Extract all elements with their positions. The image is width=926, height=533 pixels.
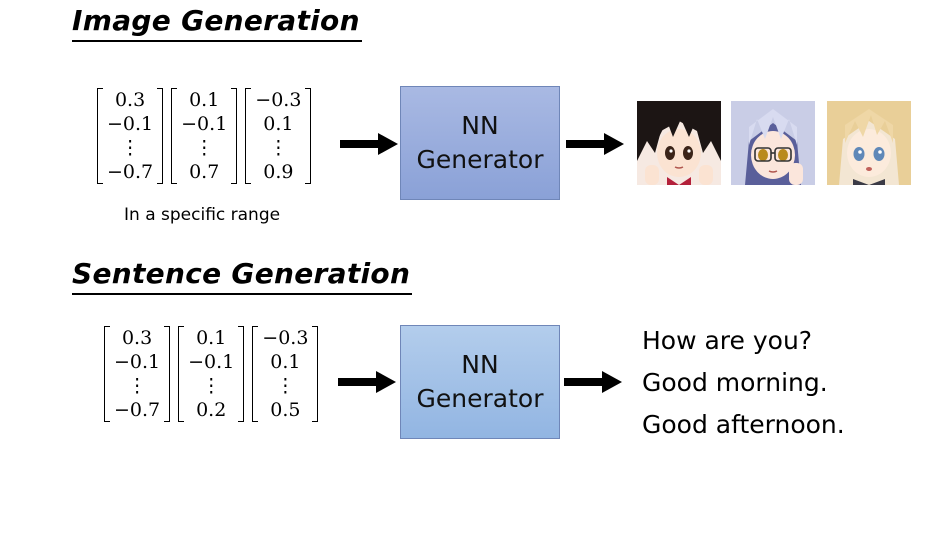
input-vector: 0.1 −0.1 ⋮ 0.2 <box>178 326 245 422</box>
arrow-right-icon <box>566 133 624 155</box>
vector-value: −0.1 <box>107 113 154 135</box>
vector-value: −0.7 <box>107 161 154 183</box>
vector-ellipsis: ⋮ <box>275 375 295 397</box>
vector-value: −0.3 <box>262 327 309 349</box>
generator-label-line2: Generator <box>416 145 544 174</box>
vector-value: 0.1 <box>196 327 227 349</box>
sentence-generation-title: Sentence Generation <box>72 257 413 295</box>
image-generation-title: Image Generation <box>72 4 362 42</box>
arrow-right-icon <box>564 371 622 393</box>
vector-value: 0.1 <box>270 351 301 373</box>
vector-value: 0.3 <box>121 327 153 349</box>
sentence-nn-generator-box: NN Generator <box>400 325 560 439</box>
title-underline <box>72 40 362 42</box>
vector-value: −0.1 <box>114 351 161 373</box>
vector-ellipsis: ⋮ <box>201 375 221 397</box>
anime-face-silver-hair-glasses-icon <box>731 101 815 185</box>
vector-value: 0.9 <box>263 161 294 183</box>
vector-value: −0.7 <box>114 399 161 421</box>
generator-label-line1: NN <box>461 350 499 379</box>
input-vector: 0.1 −0.1 ⋮ 0.7 <box>171 88 238 184</box>
vector-value: 0.1 <box>263 113 294 135</box>
vector-value: 0.7 <box>189 161 220 183</box>
generated-sentence: Good morning. <box>642 368 828 397</box>
input-vector: −0.3 0.1 ⋮ 0.5 <box>252 326 319 422</box>
range-label: In a specific range <box>124 205 281 225</box>
input-vector: −0.3 0.1 ⋮ 0.9 <box>245 88 312 184</box>
anime-face-black-hair-icon <box>637 101 721 185</box>
vector-ellipsis: ⋮ <box>268 137 288 159</box>
image-nn-generator-box: NN Generator <box>400 86 560 200</box>
input-vector: 0.3 −0.1 ⋮ −0.7 <box>104 326 171 422</box>
vector-value: −0.1 <box>181 113 228 135</box>
generated-sentences: How are you? Good morning. Good afternoo… <box>642 320 845 446</box>
generator-label-line1: NN <box>461 111 499 140</box>
vector-ellipsis: ⋮ <box>194 137 214 159</box>
vector-value: −0.1 <box>188 351 235 373</box>
sentence-input-vectors: 0.3 −0.1 ⋮ −0.7 0.1 −0.1 ⋮ 0.2 −0.3 0.1 … <box>104 326 319 422</box>
vector-value: 0.1 <box>189 89 220 111</box>
arrow-right-icon <box>340 133 398 155</box>
vector-value: −0.3 <box>255 89 302 111</box>
generated-sentence: Good afternoon. <box>642 410 845 439</box>
generator-label-line2: Generator <box>416 384 544 413</box>
title-underline <box>72 293 413 295</box>
image-input-vectors: 0.3 −0.1 ⋮ −0.7 0.1 −0.1 ⋮ 0.7 −0.3 0.1 … <box>97 88 312 184</box>
input-vector: 0.3 −0.1 ⋮ −0.7 <box>97 88 164 184</box>
arrow-right-icon <box>338 371 396 393</box>
anime-face-blonde-hair-icon <box>827 101 911 185</box>
vector-value: 0.3 <box>114 89 146 111</box>
vector-ellipsis: ⋮ <box>120 137 140 159</box>
vector-value: 0.5 <box>270 399 301 421</box>
vector-value: 0.2 <box>196 399 227 421</box>
vector-ellipsis: ⋮ <box>127 375 147 397</box>
generated-sentence: How are you? <box>642 326 813 355</box>
